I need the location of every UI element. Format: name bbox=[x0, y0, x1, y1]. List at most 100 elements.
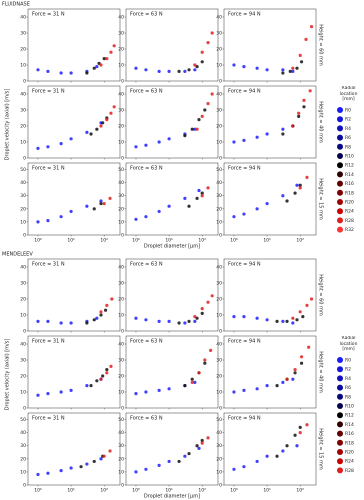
scatter-point bbox=[298, 183, 302, 187]
x-tick-label: 10² bbox=[296, 238, 304, 244]
scatter-point bbox=[293, 191, 297, 195]
y-tick-label: 20 bbox=[216, 297, 222, 303]
legend-label: R14 bbox=[345, 422, 354, 428]
x-tick-label: 10⁰ bbox=[34, 238, 42, 244]
legend-label: R4 bbox=[345, 126, 351, 132]
y-tick-label: 10 bbox=[20, 469, 26, 475]
scatter-point bbox=[193, 380, 197, 384]
scatter-point bbox=[69, 466, 73, 470]
legend-label: R24 bbox=[345, 459, 354, 465]
x-tick-label: 10¹ bbox=[67, 488, 75, 494]
y-tick-label: 40 bbox=[216, 92, 222, 98]
scatter-point bbox=[108, 449, 112, 453]
scatter-point bbox=[309, 297, 314, 301]
scatter-point bbox=[105, 371, 109, 375]
scatter-point bbox=[190, 380, 194, 384]
scatter-point bbox=[200, 114, 204, 118]
scatter-point bbox=[144, 318, 148, 322]
scatter-point bbox=[299, 60, 304, 64]
scatter-point bbox=[144, 143, 148, 147]
scatter-point bbox=[105, 303, 109, 307]
y-tick-label: 50 bbox=[216, 417, 222, 423]
legend-label: R20 bbox=[345, 450, 354, 456]
y-tick-label: 50 bbox=[118, 417, 124, 423]
legend-title: Radial location [mm] bbox=[339, 336, 358, 352]
scatter-point bbox=[305, 303, 309, 307]
panel-frame bbox=[125, 8, 219, 82]
y-tick-label: 10 bbox=[20, 390, 26, 396]
y-tick-label: 10 bbox=[216, 313, 222, 319]
scatter-point bbox=[59, 215, 63, 219]
panel-label: Force = 63 N bbox=[130, 339, 163, 345]
legend-marker bbox=[337, 125, 343, 132]
scatter-point bbox=[265, 201, 269, 206]
x-axis-label: Droplet diameter [μm] bbox=[144, 494, 200, 500]
scatter-point bbox=[85, 321, 89, 325]
scatter-point bbox=[232, 215, 236, 219]
scatter-point bbox=[200, 194, 204, 198]
panel-label: Force = 31 N bbox=[32, 12, 65, 18]
scatter-point bbox=[298, 53, 302, 58]
y-tick-label: 20 bbox=[118, 47, 124, 53]
group-title: MENDELEEV bbox=[2, 252, 33, 258]
legend-marker bbox=[337, 430, 343, 437]
panel-label: Force = 63 N bbox=[130, 262, 163, 268]
y-tick-label: 40 bbox=[20, 92, 26, 98]
scatter-point bbox=[232, 390, 236, 394]
scatter-point bbox=[187, 68, 191, 72]
scatter-point bbox=[157, 463, 161, 467]
legend-marker bbox=[337, 375, 343, 382]
scatter-point bbox=[46, 69, 50, 73]
panel-frame bbox=[27, 85, 121, 159]
scatter-point bbox=[242, 465, 246, 469]
y-tick-label: 40 bbox=[118, 15, 124, 21]
row-label: Height = 40 mm bbox=[318, 351, 324, 393]
legend-marker bbox=[337, 208, 343, 215]
scatter-point bbox=[102, 201, 106, 206]
scatter-point bbox=[144, 68, 148, 72]
scatter-point bbox=[183, 134, 187, 138]
y-tick-label: 40 bbox=[216, 265, 222, 271]
scatter-point bbox=[92, 318, 96, 322]
y-tick-label: 0 bbox=[23, 406, 26, 412]
y-tick-label: 30 bbox=[216, 443, 222, 449]
scatter-point bbox=[109, 111, 113, 115]
scatter-point bbox=[210, 92, 214, 96]
scatter-point bbox=[95, 316, 99, 320]
y-tick-label: 10 bbox=[118, 219, 124, 225]
scatter-point bbox=[95, 127, 99, 131]
legend-marker bbox=[337, 467, 343, 474]
scatter-point bbox=[36, 393, 40, 397]
scatter-point bbox=[195, 316, 199, 320]
scatter-point bbox=[210, 294, 214, 298]
scatter-point bbox=[109, 50, 113, 54]
scatter-point bbox=[195, 196, 199, 200]
panel-label: Force = 31 N bbox=[32, 166, 65, 172]
y-tick-label: 30 bbox=[216, 193, 222, 199]
scatter-point bbox=[301, 315, 305, 319]
legend-label: R28 bbox=[345, 468, 354, 474]
legend-marker bbox=[337, 116, 343, 123]
scatter-point bbox=[157, 69, 161, 73]
y-tick-label: 30 bbox=[118, 193, 124, 199]
y-tick-label: 10 bbox=[20, 63, 26, 69]
scatter-point bbox=[167, 387, 171, 391]
x-axis-label: Droplet diameter [μm] bbox=[144, 244, 200, 250]
panel-label: Force = 63 N bbox=[130, 166, 163, 172]
panel-label: Force = 63 N bbox=[130, 89, 163, 95]
scatter-point bbox=[190, 377, 194, 381]
scatter-point bbox=[298, 425, 302, 429]
scatter-point bbox=[302, 98, 306, 102]
y-tick-label: 30 bbox=[20, 358, 26, 364]
panel-label: Force = 94 N bbox=[228, 12, 261, 18]
scatter-point bbox=[101, 121, 105, 125]
legend-marker bbox=[337, 366, 343, 373]
panel-frame bbox=[27, 162, 121, 236]
scatter-point bbox=[108, 196, 112, 200]
panel-frame bbox=[27, 412, 121, 486]
y-tick-label: 40 bbox=[20, 342, 26, 348]
scatter-point bbox=[281, 68, 285, 72]
panel-frame bbox=[27, 8, 121, 82]
panel-frame bbox=[223, 335, 317, 409]
scatter-point bbox=[197, 188, 201, 193]
